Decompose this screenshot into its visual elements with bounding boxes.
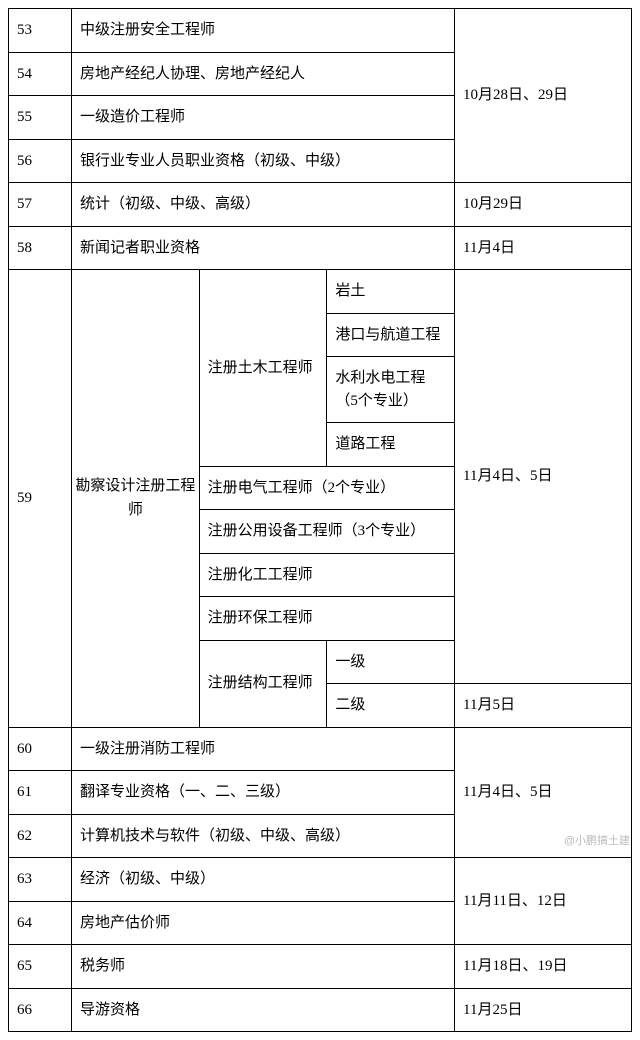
exam-date: 10月28日、29日 (455, 9, 632, 183)
table-row: 66 导游资格 11月25日 (9, 988, 632, 1032)
specialty: 一级 (327, 640, 455, 684)
sub-category: 注册土木工程师 (199, 270, 327, 467)
table-row: 65 税务师 11月18日、19日 (9, 945, 632, 989)
row-number: 59 (9, 270, 72, 728)
row-number: 64 (9, 901, 72, 945)
category-vertical: 勘察设计注册工程师 (72, 270, 200, 728)
exam-date: 11月25日 (455, 988, 632, 1032)
row-number: 58 (9, 226, 72, 270)
exam-name: 中级注册安全工程师 (72, 9, 455, 53)
exam-name: 新闻记者职业资格 (72, 226, 455, 270)
specialty: 道路工程 (327, 423, 455, 467)
exam-name: 经济（初级、中级） (72, 858, 455, 902)
sub-category: 注册化工工程师 (199, 553, 454, 597)
exam-name: 房地产经纪人协理、房地产经纪人 (72, 52, 455, 96)
sub-category: 注册结构工程师 (199, 640, 327, 727)
exam-date: 11月18日、19日 (455, 945, 632, 989)
specialty: 岩土 (327, 270, 455, 314)
row-number: 66 (9, 988, 72, 1032)
exam-date: 10月29日 (455, 183, 632, 227)
row-number: 61 (9, 771, 72, 815)
row-number: 57 (9, 183, 72, 227)
row-number: 55 (9, 96, 72, 140)
table-row: 58 新闻记者职业资格 11月4日 (9, 226, 632, 270)
sub-category: 注册公用设备工程师（3个专业） (199, 510, 454, 554)
table-row: 60 一级注册消防工程师 11月4日、5日 (9, 727, 632, 771)
row-number: 56 (9, 139, 72, 183)
table-row: 57 统计（初级、中级、高级） 10月29日 (9, 183, 632, 227)
exam-name: 统计（初级、中级、高级） (72, 183, 455, 227)
row-number: 54 (9, 52, 72, 96)
sub-category: 注册环保工程师 (199, 597, 454, 641)
table-row: 53 中级注册安全工程师 10月28日、29日 (9, 9, 632, 53)
watermark: @小鹏搞土建 (564, 832, 630, 848)
exam-schedule-table: 53 中级注册安全工程师 10月28日、29日 54 房地产经纪人协理、房地产经… (8, 8, 632, 1032)
row-number: 60 (9, 727, 72, 771)
exam-name: 计算机技术与软件（初级、中级、高级） (72, 814, 455, 858)
table-row: 59 勘察设计注册工程师 注册土木工程师 岩土 11月4日、5日 (9, 270, 632, 314)
row-number: 65 (9, 945, 72, 989)
specialty: 水利水电工程（5个专业） (327, 357, 455, 423)
exam-date: 11月4日、5日 (455, 270, 632, 684)
sub-category: 注册电气工程师（2个专业） (199, 466, 454, 510)
table-row: 63 经济（初级、中级） 11月11日、12日 (9, 858, 632, 902)
row-number: 53 (9, 9, 72, 53)
exam-date: 11月4日 (455, 226, 632, 270)
exam-name: 导游资格 (72, 988, 455, 1032)
exam-name: 房地产估价师 (72, 901, 455, 945)
exam-date: 11月5日 (455, 684, 632, 728)
exam-name: 一级注册消防工程师 (72, 727, 455, 771)
exam-name: 税务师 (72, 945, 455, 989)
specialty: 港口与航道工程 (327, 313, 455, 357)
exam-date: 11月11日、12日 (455, 858, 632, 945)
exam-name: 翻译专业资格（一、二、三级） (72, 771, 455, 815)
exam-name: 一级造价工程师 (72, 96, 455, 140)
row-number: 63 (9, 858, 72, 902)
row-number: 62 (9, 814, 72, 858)
exam-name: 银行业专业人员职业资格（初级、中级） (72, 139, 455, 183)
specialty: 二级 (327, 684, 455, 728)
